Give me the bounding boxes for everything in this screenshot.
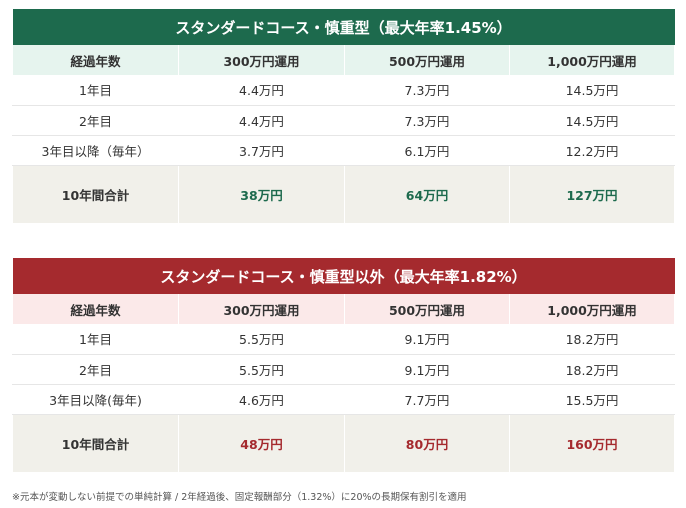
cell-1000: 15.5万円 — [508, 384, 676, 415]
row-label: 1年目 — [12, 324, 179, 355]
cell-300: 4.6万円 — [178, 384, 345, 415]
cell-300: 4.4万円 — [178, 105, 345, 136]
cell-1000: 14.5万円 — [508, 105, 676, 136]
table-row: 2年目 5.5万円 9.1万円 18.2万円 — [12, 354, 676, 385]
cell-500: 9.1万円 — [344, 354, 510, 385]
row-label: 2年目 — [12, 354, 179, 385]
table-row: 3年目以降（毎年） 3.7万円 6.1万円 12.2万円 — [12, 135, 676, 166]
fee-table-cautious: スタンダードコース・慎重型（最大年率1.45%） 経過年数 300万円運用 50… — [12, 9, 676, 223]
cell-500: 9.1万円 — [344, 324, 510, 355]
row-label: 2年目 — [12, 105, 179, 136]
header-years: 経過年数 — [12, 294, 179, 324]
header-500: 500万円運用 — [344, 294, 510, 324]
table-title: スタンダードコース・慎重型以外（最大年率1.82%） — [12, 258, 675, 294]
table-title: スタンダードコース・慎重型（最大年率1.45%） — [12, 9, 675, 45]
total-row: 10年間合計 38万円 64万円 127万円 — [12, 165, 676, 223]
header-300: 300万円運用 — [178, 294, 345, 324]
total-1000: 127万円 — [508, 165, 676, 223]
footnote: ※元本が変動しない前提での単純計算 / 2年経過後、固定報酬部分（1.32%）に… — [12, 492, 467, 503]
cell-500: 6.1万円 — [344, 135, 510, 166]
total-500: 64万円 — [344, 165, 510, 223]
cell-1000: 18.2万円 — [508, 354, 676, 385]
cell-500: 7.7万円 — [344, 384, 510, 415]
row-label: 1年目 — [12, 75, 179, 106]
table-row: 1年目 5.5万円 9.1万円 18.2万円 — [12, 324, 676, 355]
total-500: 80万円 — [344, 414, 510, 472]
header-1000: 1,000万円運用 — [508, 45, 676, 75]
total-300: 38万円 — [178, 165, 345, 223]
total-1000: 160万円 — [508, 414, 676, 472]
row-label: 3年目以降(毎年) — [12, 384, 179, 415]
header-1000: 1,000万円運用 — [508, 294, 676, 324]
header-500: 500万円運用 — [344, 45, 510, 75]
header-300: 300万円運用 — [178, 45, 345, 75]
table-row: 3年目以降(毎年) 4.6万円 7.7万円 15.5万円 — [12, 384, 676, 415]
cell-300: 3.7万円 — [178, 135, 345, 166]
cell-500: 7.3万円 — [344, 105, 510, 136]
cell-500: 7.3万円 — [344, 75, 510, 106]
total-300: 48万円 — [178, 414, 345, 472]
header-years: 経過年数 — [12, 45, 179, 75]
cell-1000: 14.5万円 — [508, 75, 676, 106]
row-label: 3年目以降（毎年） — [12, 135, 179, 166]
cell-300: 4.4万円 — [178, 75, 345, 106]
cell-300: 5.5万円 — [178, 354, 345, 385]
fee-table-other: スタンダードコース・慎重型以外（最大年率1.82%） 経過年数 300万円運用 … — [12, 258, 676, 472]
total-row: 10年間合計 48万円 80万円 160万円 — [12, 414, 676, 472]
cell-1000: 18.2万円 — [508, 324, 676, 355]
table-row: 1年目 4.4万円 7.3万円 14.5万円 — [12, 75, 676, 106]
cell-300: 5.5万円 — [178, 324, 345, 355]
total-label: 10年間合計 — [12, 414, 179, 472]
table-row: 2年目 4.4万円 7.3万円 14.5万円 — [12, 105, 676, 136]
total-label: 10年間合計 — [12, 165, 179, 223]
cell-1000: 12.2万円 — [508, 135, 676, 166]
